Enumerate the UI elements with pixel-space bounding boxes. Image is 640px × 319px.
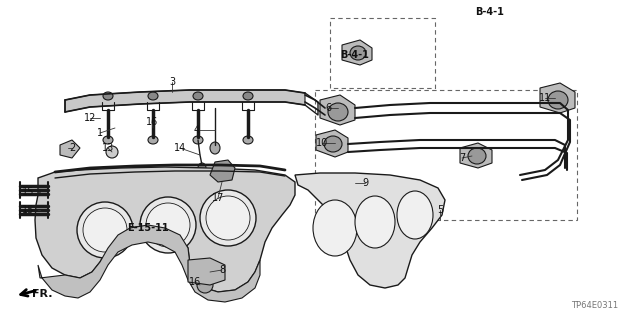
Polygon shape xyxy=(188,258,225,285)
Ellipse shape xyxy=(328,103,348,121)
Ellipse shape xyxy=(324,136,342,152)
Ellipse shape xyxy=(193,136,203,144)
Text: 10: 10 xyxy=(316,138,328,148)
Polygon shape xyxy=(210,160,235,182)
Ellipse shape xyxy=(103,92,113,100)
Bar xyxy=(330,18,435,88)
Ellipse shape xyxy=(198,163,206,173)
Text: 9: 9 xyxy=(362,178,368,188)
Text: 14: 14 xyxy=(174,143,186,153)
Ellipse shape xyxy=(313,200,357,256)
Ellipse shape xyxy=(210,142,220,154)
Polygon shape xyxy=(316,130,348,157)
Bar xyxy=(315,90,577,220)
Polygon shape xyxy=(540,83,575,113)
Ellipse shape xyxy=(243,136,253,144)
Text: 12: 12 xyxy=(84,113,96,123)
Text: 15: 15 xyxy=(22,187,34,197)
Polygon shape xyxy=(460,143,492,168)
Text: 8: 8 xyxy=(219,265,225,275)
Circle shape xyxy=(206,196,250,240)
Circle shape xyxy=(146,203,190,247)
Ellipse shape xyxy=(397,191,433,239)
Text: 16: 16 xyxy=(146,117,158,127)
Circle shape xyxy=(140,197,196,253)
Text: 11: 11 xyxy=(539,93,551,103)
Polygon shape xyxy=(295,173,445,288)
Text: 7: 7 xyxy=(459,153,465,163)
Ellipse shape xyxy=(148,92,158,100)
Polygon shape xyxy=(38,225,260,302)
Polygon shape xyxy=(65,90,305,112)
Text: 17: 17 xyxy=(212,193,224,203)
Text: B-4-1: B-4-1 xyxy=(340,50,369,60)
Ellipse shape xyxy=(193,92,203,100)
Ellipse shape xyxy=(103,136,113,144)
Circle shape xyxy=(197,277,213,293)
Circle shape xyxy=(106,146,118,158)
Circle shape xyxy=(200,190,256,246)
Text: 4: 4 xyxy=(194,125,200,135)
Text: TP64E0311: TP64E0311 xyxy=(572,300,619,309)
Polygon shape xyxy=(320,95,355,125)
Text: 15: 15 xyxy=(22,205,34,215)
Ellipse shape xyxy=(468,148,486,164)
Ellipse shape xyxy=(148,136,158,144)
Text: 16: 16 xyxy=(189,277,201,287)
Text: E-15-11: E-15-11 xyxy=(127,223,169,233)
Text: 3: 3 xyxy=(169,77,175,87)
Polygon shape xyxy=(60,140,80,158)
Text: 6: 6 xyxy=(325,103,331,113)
Text: 5: 5 xyxy=(437,205,443,215)
Text: 2: 2 xyxy=(69,143,75,153)
Polygon shape xyxy=(342,40,372,65)
Text: FR.: FR. xyxy=(32,289,52,299)
Circle shape xyxy=(77,202,133,258)
Circle shape xyxy=(83,208,127,252)
Text: B-4-1: B-4-1 xyxy=(476,7,504,17)
Ellipse shape xyxy=(548,91,568,109)
Polygon shape xyxy=(35,167,295,292)
Ellipse shape xyxy=(243,92,253,100)
Text: 1: 1 xyxy=(97,128,103,138)
Ellipse shape xyxy=(355,196,395,248)
Ellipse shape xyxy=(350,46,366,60)
Text: 13: 13 xyxy=(102,143,114,153)
